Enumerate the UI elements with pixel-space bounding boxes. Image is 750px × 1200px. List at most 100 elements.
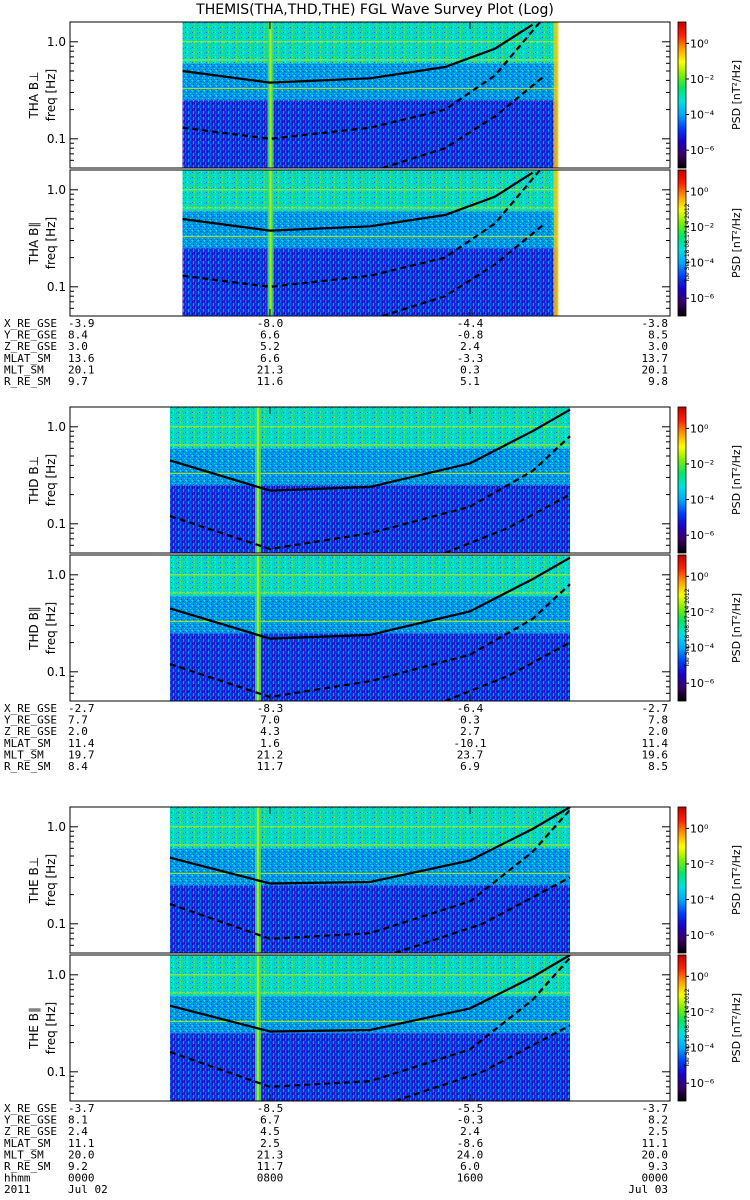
ephemeris-label: Y_RE_GSE [4, 1114, 57, 1127]
panel-frame [69, 554, 671, 702]
colorbar-scale [677, 169, 687, 317]
fcp-curve [382, 74, 546, 168]
ephemeris-value: -3.9 [68, 317, 95, 330]
y-tick-label: 1.0 [47, 820, 66, 834]
panel-frame [69, 21, 671, 169]
colorbar-tick-label: 10⁻⁴ [690, 642, 715, 655]
edge-stripe [553, 170, 559, 316]
ephemeris-label: X_RE_GSE [4, 1102, 57, 1115]
ephemeris-table: X_RE_GSE -3.7 -8.5 -5.5 -3.7 Y_RE_GSE 8.1 6.7 -0… [4, 1102, 668, 1173]
fcp-curve [394, 876, 571, 953]
ephemeris-value: 3.0 [648, 340, 668, 353]
colorbar-scale [677, 406, 687, 554]
ephemeris-value: -8.6 [457, 1137, 484, 1150]
spectrogram-panel: 1.0 0.1 THE B⊥ freq [Hz] 10⁰ 10⁻² 10⁻⁴ 10⁻⁶ PSD … [27, 806, 743, 954]
colorbar-tick-label: 10⁻⁶ [690, 929, 715, 942]
spectrogram-mid-band [170, 448, 570, 486]
ephemeris-value: 4.5 [260, 1125, 280, 1138]
ephemeris-value: 2.4 [460, 340, 480, 353]
spectrogram-mid-band [170, 996, 570, 1034]
ephemeris-value: 11.7 [257, 1160, 284, 1173]
colorbar-tick-label: 10⁰ [690, 570, 709, 583]
panel-label: THD B∥ [27, 606, 41, 651]
ephemeris-value: 5.1 [460, 375, 480, 388]
colorbar-scale [677, 554, 687, 702]
ephemeris-value: 7.0 [260, 714, 280, 727]
colorbar-label: PSD [nT²/Hz] [730, 445, 743, 515]
ephemeris-label: Z_RE_GSE [4, 1125, 57, 1138]
y-tick-label: 0.1 [47, 517, 66, 531]
spectrogram-high-band [170, 807, 570, 849]
colorbar-tick-label: 10⁻² [690, 1006, 714, 1019]
colorbar-tick-label: 10⁻² [690, 221, 714, 234]
ephemeris-value: -10.1 [453, 737, 486, 750]
time-axis-value: 0000 [642, 1172, 669, 1185]
ephemeris-label: MLT_SM [4, 1148, 44, 1161]
spectrogram-low-band [182, 100, 558, 168]
fce-curve [182, 23, 534, 84]
ephemeris-value: -3.7 [642, 1102, 669, 1115]
spectrogram-low-band [170, 485, 570, 553]
ephemeris-value: 8.1 [68, 1114, 88, 1127]
ephemeris-value: -3.7 [68, 1102, 95, 1115]
ephemeris-value: 13.7 [642, 352, 669, 365]
ephemeris-label: Z_RE_GSE [4, 725, 57, 738]
burst-stripe-core [269, 22, 272, 168]
ephemeris-label: Y_RE_GSE [4, 329, 57, 342]
ephemeris-value: 11.1 [642, 1137, 669, 1150]
ephemeris-label: R_RE_SM [4, 1160, 51, 1173]
half-fce-curve [169, 956, 571, 1088]
half-fce-curve [182, 170, 541, 288]
ephemeris-label: MLT_SM [4, 363, 44, 376]
fcp-curve [444, 493, 571, 553]
ephemeris-value: -4.4 [457, 317, 484, 330]
ephemeris-value: -8.5 [257, 1102, 284, 1115]
y-axis-label: freq [Hz] [44, 854, 58, 906]
ephemeris-label: R_RE_SM [4, 760, 51, 773]
colorbar: 10⁰ 10⁻² 10⁻⁴ 10⁻⁶ PSD [nT²/Hz] [677, 406, 743, 554]
ephemeris-value: -0.8 [457, 329, 484, 342]
colorbar-label: PSD [nT²/Hz] [730, 593, 743, 663]
spectrogram-panel: 1.0 0.1 THA B⊥ freq [Hz] 10⁰ 10⁻² 10⁻⁴ 10⁻⁶ PSD … [27, 21, 743, 169]
timestamp-stamp: Tue Sep 18 08:17:14 2012 [684, 203, 691, 283]
ephemeris-value: 9.2 [68, 1160, 88, 1173]
ephemeris-value: 0.3 [460, 363, 480, 376]
colorbar-scale [677, 21, 687, 169]
spectrogram-low-band [170, 633, 570, 701]
colorbar: 10⁰ 10⁻² 10⁻⁴ 10⁻⁶ PSD [nT²/Hz] Tue Sep 18 08… [677, 554, 743, 702]
time-axis-label: 2011 [4, 1183, 31, 1196]
ephemeris-value: 8.5 [648, 329, 668, 342]
ephemeris-value: -8.3 [257, 702, 284, 715]
y-tick-label: 1.0 [47, 183, 66, 197]
colorbar-tick-label: 10⁻⁶ [690, 292, 715, 305]
spectrogram-high-band [182, 170, 558, 212]
colorbar-label: PSD [nT²/Hz] [730, 208, 743, 278]
ephemeris-value: 20.0 [642, 1148, 669, 1161]
ephemeris-label: Z_RE_GSE [4, 340, 57, 353]
y-tick-label: 0.1 [47, 917, 66, 931]
ephemeris-value: 6.6 [260, 352, 280, 365]
ephemeris-value: 6.6 [260, 329, 280, 342]
colorbar: 10⁰ 10⁻² 10⁻⁴ 10⁻⁶ PSD [nT²/Hz] [677, 806, 743, 954]
ephemeris-table: X_RE_GSE -2.7 -8.3 -6.4 -2.7 Y_RE_GSE 7.7 7.0 0.… [4, 702, 668, 773]
colorbar-tick-label: 10⁻⁴ [690, 494, 715, 507]
ephemeris-value: 20.0 [68, 1148, 95, 1161]
half-fce-curve [169, 808, 571, 940]
ephemeris-value: -5.5 [457, 1102, 484, 1115]
colorbar-tick-label: 10⁻⁴ [690, 257, 715, 270]
y-tick-label: 0.1 [47, 665, 66, 679]
fcp-curve [394, 1024, 571, 1101]
ephemeris-value: 4.3 [260, 725, 280, 738]
ephemeris-value: 8.5 [648, 760, 668, 773]
ephemeris-value: 2.4 [68, 1125, 88, 1138]
colorbar: 10⁰ 10⁻² 10⁻⁴ 10⁻⁶ PSD [nT²/Hz] [677, 21, 743, 169]
panel-frame [69, 806, 671, 954]
spectrogram-panel: 1.0 0.1 THD B∥ freq [Hz] 10⁰ 10⁻² 10⁻⁴ 10⁻⁶ PSD … [27, 554, 743, 702]
ephemeris-value: 24.0 [457, 1148, 484, 1161]
burst-stripe-core [257, 555, 259, 701]
spectrogram-high-band [170, 555, 570, 597]
ephemeris-value: 11.4 [68, 737, 95, 750]
ephemeris-value: 6.0 [460, 1160, 480, 1173]
spectrogram-panel: 1.0 0.1 THD B⊥ freq [Hz] 10⁰ 10⁻² 10⁻⁴ 10⁻⁶ PSD … [27, 406, 743, 554]
colorbar-tick-label: 10⁻⁴ [690, 894, 715, 907]
